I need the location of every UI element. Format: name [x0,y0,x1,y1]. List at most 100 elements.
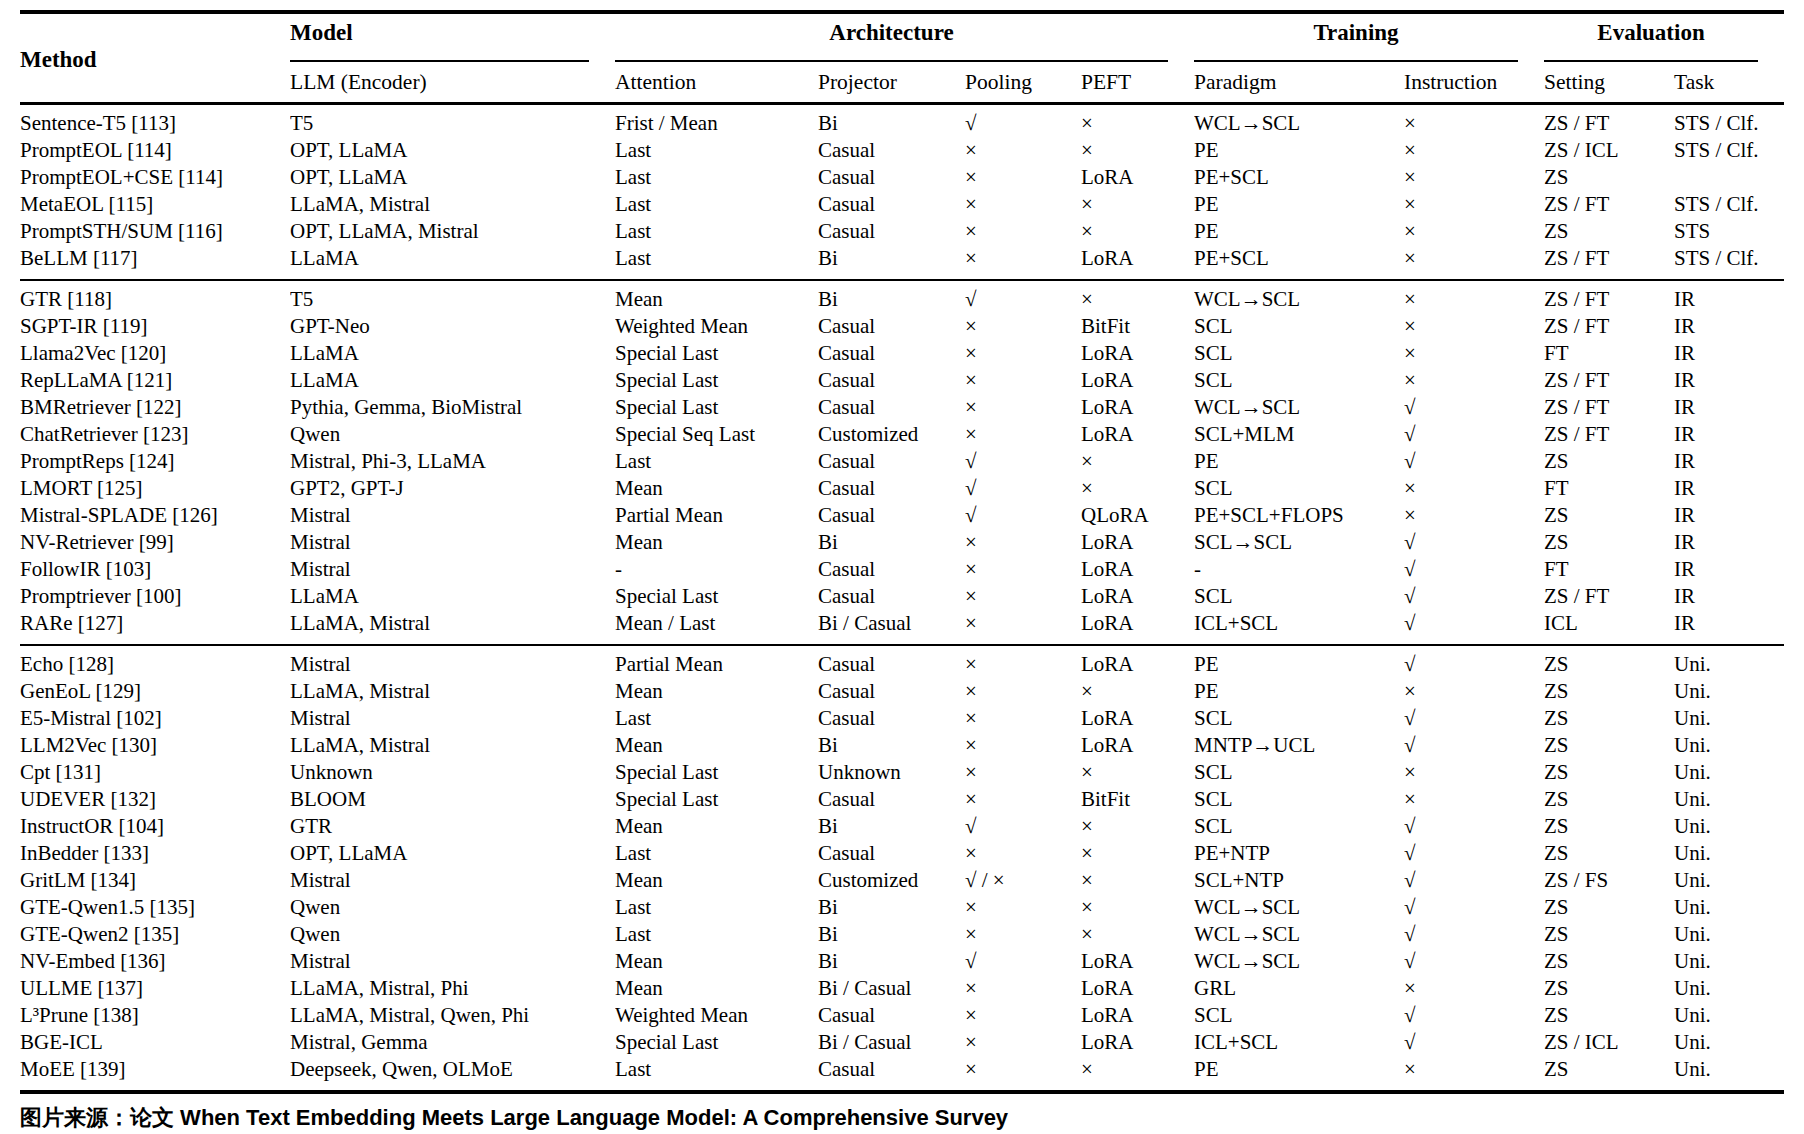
col-group-label: Training [1313,20,1398,46]
cell-projector: Casual [818,678,965,705]
cell-peft: × [1081,867,1194,894]
table-row: GenEoL [129]LLaMA, MistralMeanCasual××PE… [20,678,1784,705]
cell-paradigm: PE [1194,448,1404,475]
cell-paradigm: PE+SCL+FLOPS [1194,502,1404,529]
cell-method: BMRetriever [122] [20,394,290,421]
cell-attention: Special Seq Last [615,421,818,448]
table-row: ChatRetriever [123]QwenSpecial Seq LastC… [20,421,1784,448]
col-group-architecture: Architecture [615,18,1168,62]
table-header: Method Model Architecture Training Evalu… [20,10,1784,105]
cell-paradigm: SCL [1194,813,1404,840]
cell-method: GritLM [134] [20,867,290,894]
cell-paradigm: SCL→SCL [1194,529,1404,556]
cell-method: ChatRetriever [123] [20,421,290,448]
cell-pooling: × [965,394,1081,421]
cell-peft: × [1081,137,1194,164]
cell-attention: Frist / Mean [615,110,818,137]
cell-paradigm: ICL+SCL [1194,1029,1404,1056]
cell-instruction: × [1404,245,1544,272]
cell-projector: Unknown [818,759,965,786]
cell-projector: Bi / Casual [818,975,965,1002]
cell-paradigm: ICL+SCL [1194,610,1404,637]
cell-setting: ZS / FT [1544,394,1674,421]
cell-llm-encoder: BLOOM [290,786,615,813]
cell-paradigm: PE [1194,1056,1404,1083]
table-row: NV-Retriever [99]MistralMeanBi×LoRASCL→S… [20,529,1784,556]
cell-method: PromptEOL+CSE [114] [20,164,290,191]
cell-setting: ZS / FT [1544,286,1674,313]
cell-setting: ZS [1544,529,1674,556]
cell-pooling: × [965,556,1081,583]
cell-instruction: √ [1404,1002,1544,1029]
cell-attention: Mean / Last [615,610,818,637]
cell-instruction: × [1404,137,1544,164]
cell-projector: Casual [818,340,965,367]
cell-peft: LoRA [1081,732,1194,759]
table-row: LMORT [125]GPT2, GPT-JMeanCasual√×SCL×FT… [20,475,1784,502]
cell-task: Uni. [1674,840,1784,867]
cell-attention: Weighted Mean [615,1002,818,1029]
cell-peft: LoRA [1081,529,1194,556]
cell-projector: Bi [818,948,965,975]
cell-task: Uni. [1674,948,1784,975]
cell-pooling: √ [965,448,1081,475]
cell-method: PromptReps [124] [20,448,290,475]
cell-paradigm: PE [1194,678,1404,705]
cell-setting: ZS / FT [1544,191,1674,218]
cell-instruction: × [1404,678,1544,705]
cell-instruction: √ [1404,705,1544,732]
cell-attention: Weighted Mean [615,313,818,340]
cell-attention: Last [615,705,818,732]
table-row: Cpt [131]UnknownSpecial LastUnknown××SCL… [20,759,1784,786]
col-header-projector: Projector [818,62,965,102]
cell-task: Uni. [1674,813,1784,840]
cell-attention: Special Last [615,394,818,421]
cell-paradigm: - [1194,556,1404,583]
cell-attention: Last [615,921,818,948]
cell-setting: ZS [1544,218,1674,245]
cell-setting: ZS / ICL [1544,137,1674,164]
table-row: ULLME [137]LLaMA, Mistral, PhiMeanBi / C… [20,975,1784,1002]
cell-pooling: √ [965,948,1081,975]
cell-pooling: × [965,583,1081,610]
cell-task: Uni. [1674,705,1784,732]
table-row: LLM2Vec [130]LLaMA, MistralMeanBi×LoRAMN… [20,732,1784,759]
cell-setting: ICL [1544,610,1674,637]
table-row: MetaEOL [115]LLaMA, MistralLastCasual××P… [20,191,1784,218]
cell-method: BeLLM [117] [20,245,290,272]
cell-projector: Casual [818,1056,965,1083]
table-row: Llama2Vec [120]LLaMASpecial LastCasual×L… [20,340,1784,367]
table-row: InstructOR [104]GTRMeanBi√×SCL√ZSUni. [20,813,1784,840]
cell-method: PromptEOL [114] [20,137,290,164]
table-row: PromptSTH/SUM [116]OPT, LLaMA, MistralLa… [20,218,1784,245]
cell-pooling: × [965,921,1081,948]
cell-peft: LoRA [1081,340,1194,367]
cell-instruction: × [1404,191,1544,218]
cell-peft: QLoRA [1081,502,1194,529]
cell-instruction: √ [1404,556,1544,583]
cell-setting: ZS [1544,678,1674,705]
table-group: Echo [128]MistralPartial MeanCasual×LoRA… [20,644,1784,1090]
cell-setting: ZS [1544,448,1674,475]
cell-paradigm: PE [1194,191,1404,218]
cell-task: STS / Clf. [1674,137,1784,164]
cell-attention: Partial Mean [615,502,818,529]
cell-llm-encoder: Mistral [290,948,615,975]
cell-task: Uni. [1674,759,1784,786]
cell-peft: LoRA [1081,705,1194,732]
cell-task: Uni. [1674,867,1784,894]
cell-llm-encoder: Deepseek, Qwen, OLMoE [290,1056,615,1083]
cell-llm-encoder: LLaMA, Mistral [290,732,615,759]
cell-projector: Customized [818,421,965,448]
cell-attention: Last [615,1056,818,1083]
table-row: PromptEOL [114]OPT, LLaMALastCasual××PE×… [20,137,1784,164]
cell-projector: Casual [818,1002,965,1029]
cell-projector: Casual [818,137,965,164]
cell-llm-encoder: OPT, LLaMA [290,137,615,164]
cell-projector: Bi [818,286,965,313]
cell-llm-encoder: Qwen [290,421,615,448]
table-row: PromptReps [124]Mistral, Phi-3, LLaMALas… [20,448,1784,475]
cell-task: IR [1674,502,1784,529]
cell-instruction: √ [1404,529,1544,556]
cell-setting: FT [1544,475,1674,502]
